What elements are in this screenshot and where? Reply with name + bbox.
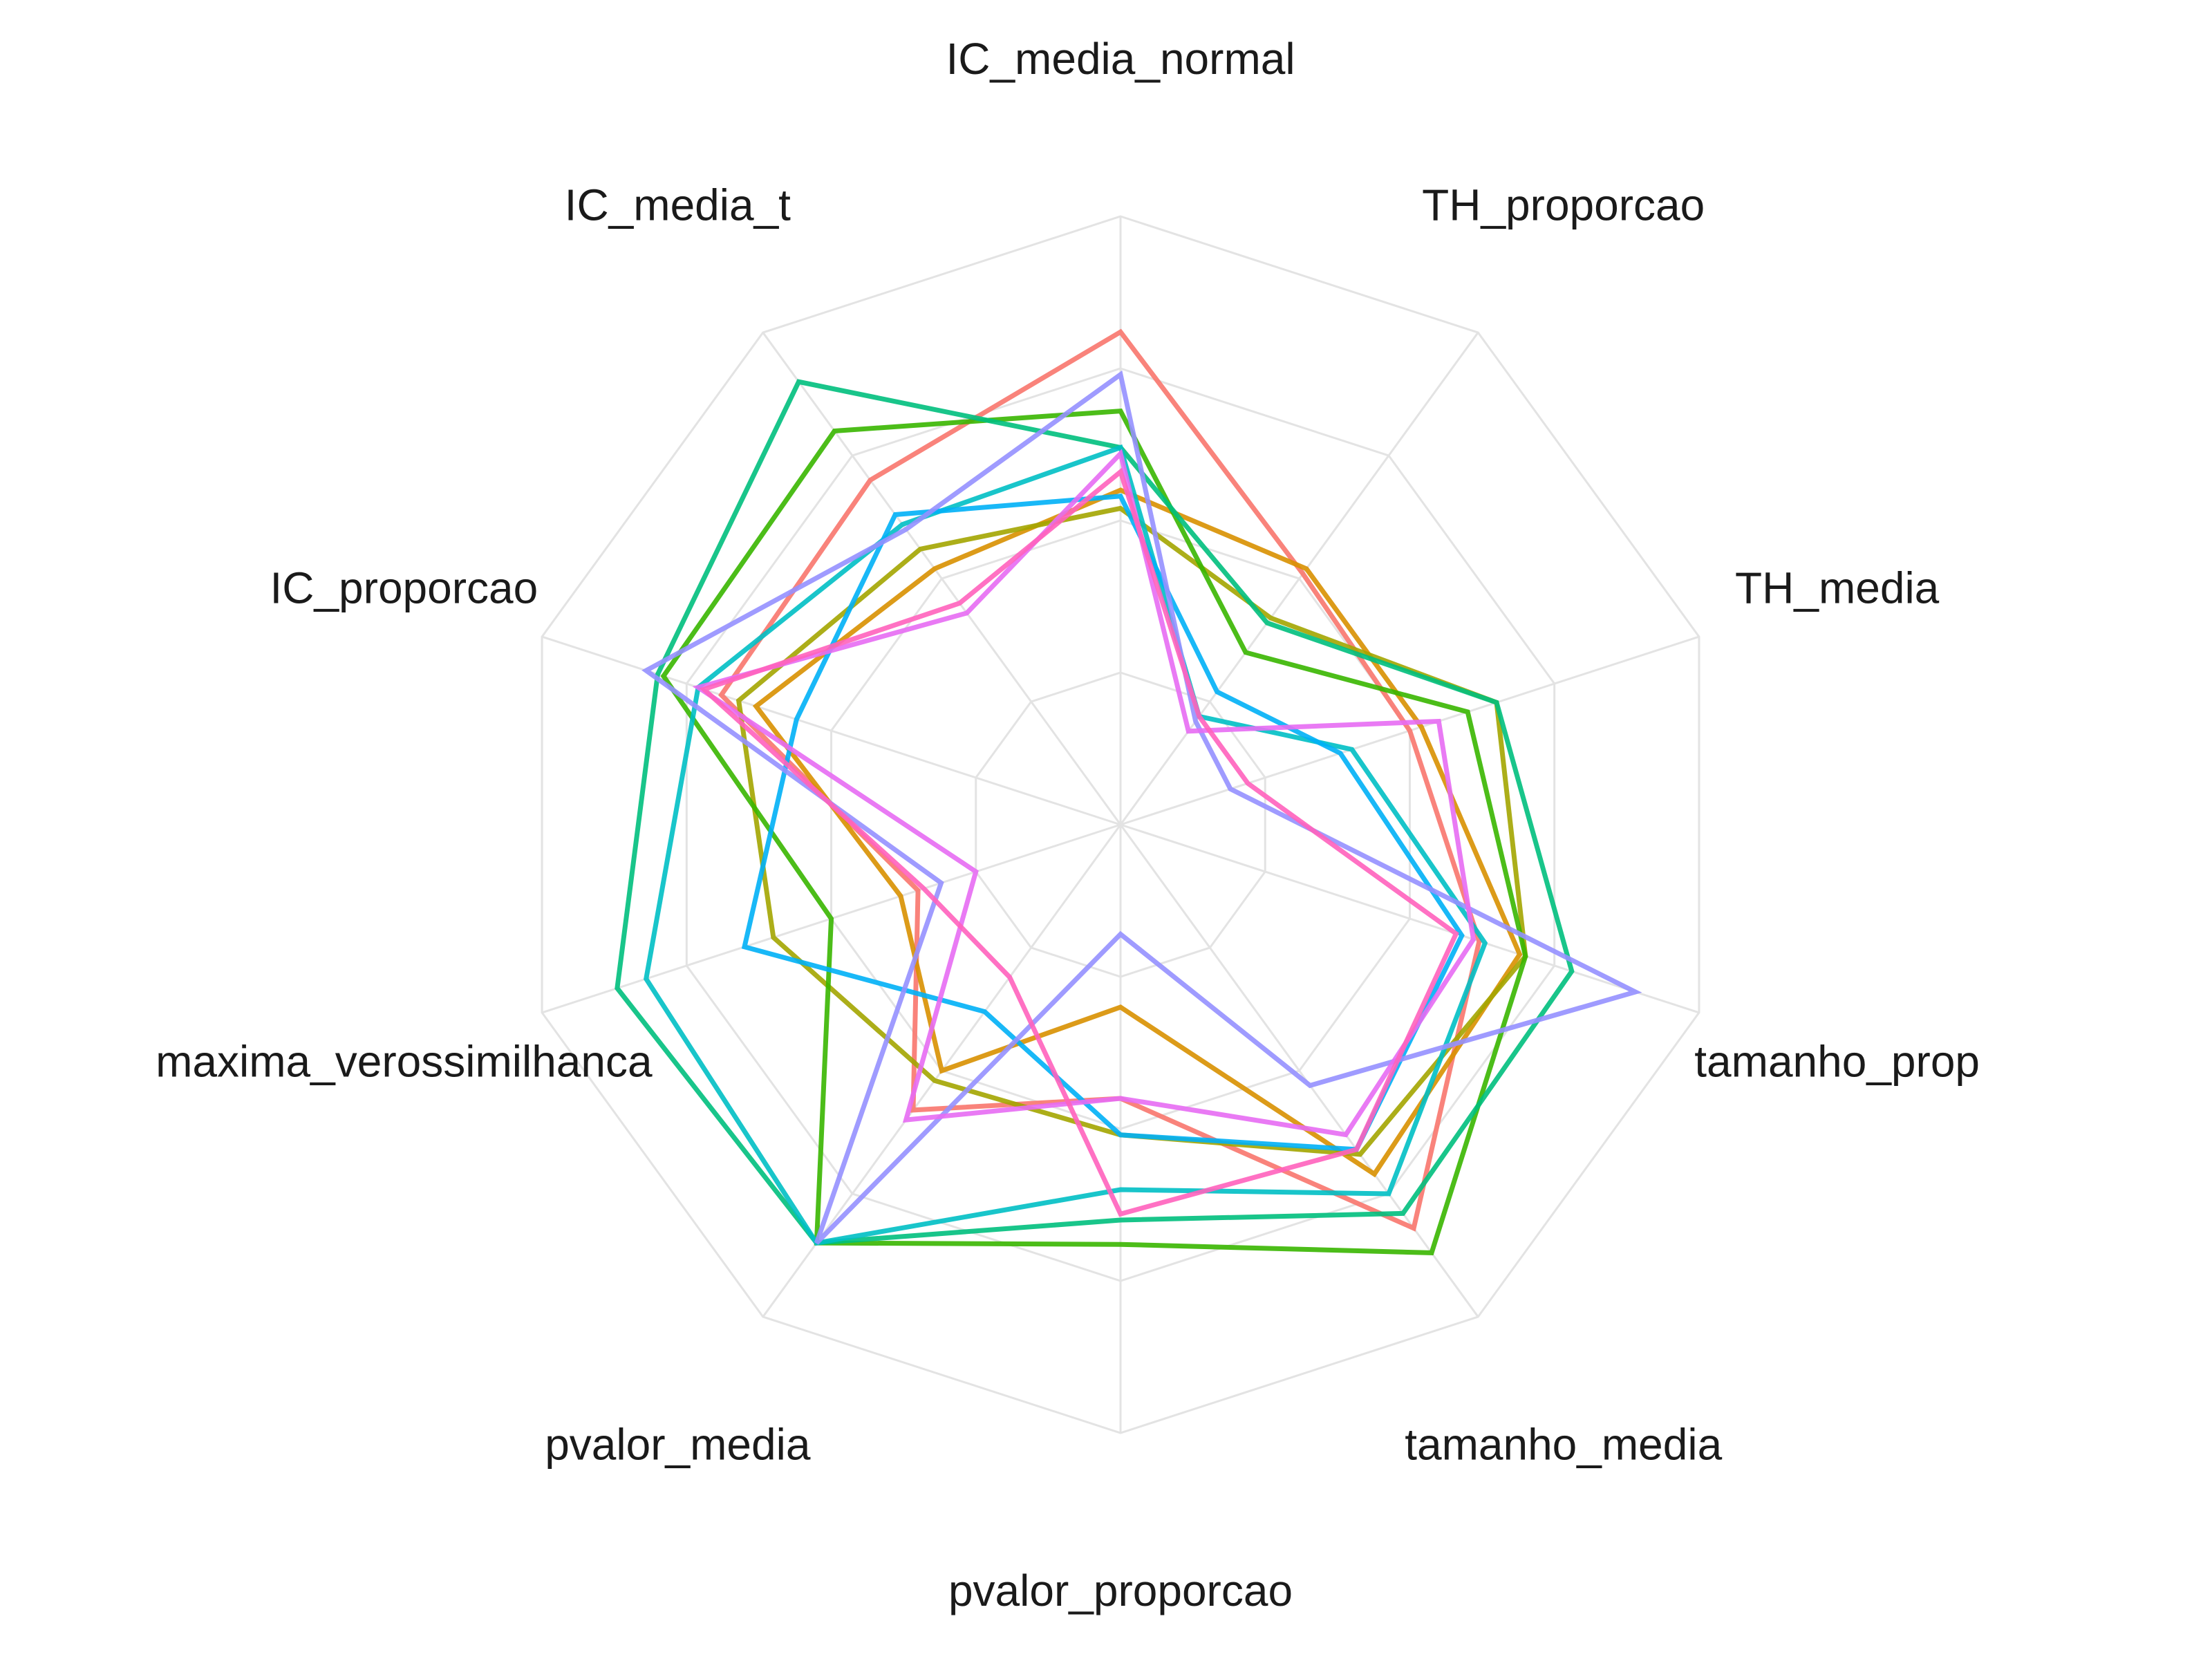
axis-spoke: [1119, 824, 1479, 1318]
axis-spoke: [1120, 823, 1700, 1014]
axis-label-pvalor-media: pvalor_media: [545, 1419, 811, 1469]
axis-label-tamanho-prop: tamanho_prop: [1694, 1036, 1980, 1086]
series-line-8: [641, 370, 1642, 1245]
axis-label-ic-proporcao: IC_proporcao: [270, 563, 538, 613]
series-line-4: [660, 408, 1528, 1255]
axis-label-th-media: TH_media: [1735, 563, 1940, 613]
axis-label-th-proporcao: TH_proporcao: [1422, 180, 1705, 230]
axis-label-tamanho-media: tamanho_media: [1405, 1419, 1722, 1469]
axis-label-ic-media-normal: IC_media_normal: [946, 34, 1295, 84]
series-line-6: [644, 444, 1488, 1246]
axis-label-ic-media-t: IC_media_t: [565, 180, 791, 230]
series-group: [615, 328, 1642, 1255]
axis-spoke: [541, 635, 1121, 826]
grid: [541, 215, 1700, 1434]
series-line-5: [615, 379, 1575, 1246]
axis-spoke: [1119, 332, 1479, 825]
axis-spoke: [762, 332, 1122, 825]
axis-labels: IC_media_normal TH_proporcao TH_mediataman…: [156, 34, 1980, 1615]
axis-label-maxima-verossimilhanca: maxima_verossimilhanca: [156, 1036, 653, 1086]
series-line-10: [699, 467, 1459, 1217]
axis-label-pvalor-proporcao: pvalor_proporcao: [948, 1566, 1293, 1615]
series-line-2: [752, 487, 1523, 1178]
